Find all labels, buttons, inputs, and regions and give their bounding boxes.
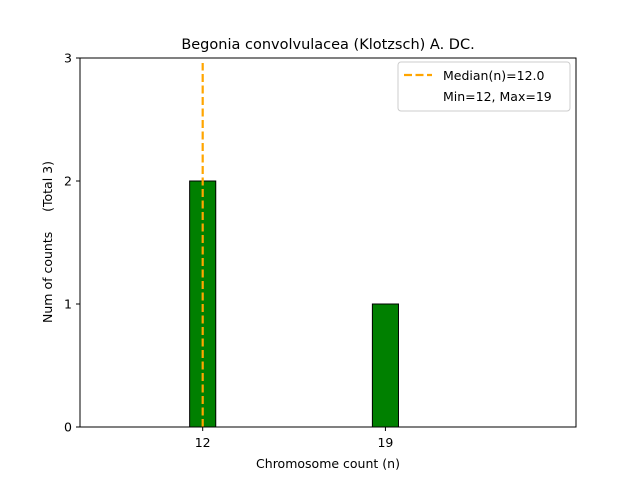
y-tick-label-2: 2 [64,174,72,189]
plot-border [79,57,577,428]
legend-entry-median: Median(n)=12.0 [443,68,544,83]
legend-box [397,61,571,112]
x-tick-label-12: 12 [195,435,211,450]
x-axis-label: Chromosome count (n) [256,456,400,471]
y-tick-label-3: 3 [64,51,72,66]
y-tick-label-1: 1 [64,297,72,312]
bar-19 [371,303,399,428]
x-tick-label-19: 19 [377,435,393,450]
y-axis-ticks: 0 1 2 3 [64,51,80,435]
chart-title: Begonia convolvulacea (Klotzsch) A. DC. [181,37,474,53]
y-tick-label-0: 0 [64,420,72,435]
y-axis-label: Num of counts (Total 3) [40,161,55,323]
legend: Median(n)=12.0 Min=12, Max=19 [397,61,571,112]
x-axis-ticks: 12 19 [195,427,393,450]
plot-frame [80,58,576,427]
legend-entry-min-max: Min=12, Max=19 [443,89,552,104]
